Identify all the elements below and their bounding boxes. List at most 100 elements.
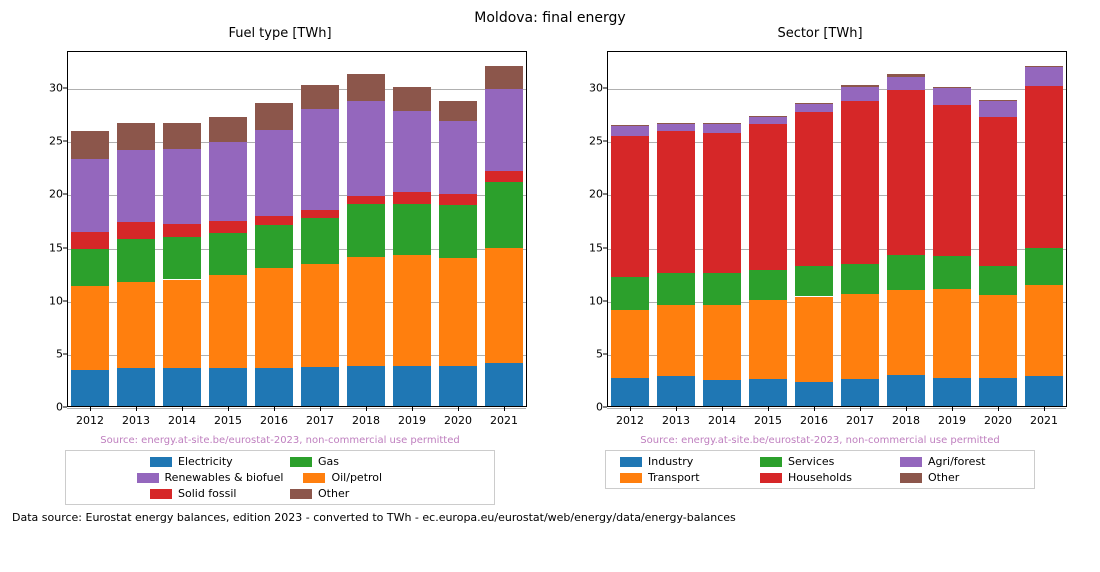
legend-label: Services	[788, 455, 834, 468]
bar-seg-solid-fossil	[347, 196, 385, 205]
bar-seg-other	[393, 87, 431, 110]
bar-seg-transport	[933, 289, 971, 378]
bar-seg-electricity	[347, 366, 385, 407]
legend-item-transport: Transport	[620, 471, 740, 484]
ytick-label: 20	[565, 188, 603, 201]
legend-item-gas: Gas	[290, 455, 410, 468]
xtick-mark	[630, 407, 631, 411]
legend-item-other: Other	[900, 471, 1020, 484]
xtick-mark	[906, 407, 907, 411]
legend-swatch	[760, 473, 782, 483]
xtick-label: 2012	[616, 414, 644, 427]
xtick-mark	[458, 407, 459, 411]
ytick-label: 30	[25, 82, 63, 95]
bar-seg-services	[841, 264, 879, 295]
xtick-label: 2016	[260, 414, 288, 427]
legend-item-services: Services	[760, 455, 880, 468]
xtick-label: 2018	[352, 414, 380, 427]
ytick-label: 15	[565, 241, 603, 254]
xtick-label: 2019	[398, 414, 426, 427]
xtick-mark	[768, 407, 769, 411]
bar-seg-gas	[163, 237, 201, 280]
bar-seg-renewables-biofuel	[117, 150, 155, 222]
legend-label: Industry	[648, 455, 693, 468]
bar-seg-industry	[933, 378, 971, 407]
bar-seg-industry	[611, 378, 649, 407]
bar-seg-industry	[1025, 376, 1063, 407]
chart-area: 0510152025302012201320142015201620172018…	[25, 43, 535, 433]
xtick-mark	[274, 407, 275, 411]
legend-label: Gas	[318, 455, 339, 468]
bar-seg-households	[657, 131, 695, 273]
xtick-mark	[228, 407, 229, 411]
bar-seg-electricity	[393, 366, 431, 407]
ytick-label: 5	[25, 347, 63, 360]
legend-swatch	[290, 489, 312, 499]
bar-seg-other	[703, 123, 741, 124]
bar-seg-oil-petrol	[393, 255, 431, 366]
bar-seg-households	[611, 136, 649, 277]
bar-seg-households	[749, 124, 787, 270]
data-source-footer: Data source: Eurostat energy balances, e…	[0, 505, 1100, 524]
panel-sector: Sector [TWh] 051015202530201220132014201…	[565, 26, 1075, 505]
bar-seg-other	[301, 85, 339, 109]
bar-seg-renewables-biofuel	[209, 142, 247, 221]
bar-seg-households	[703, 133, 741, 273]
bar-seg-oil-petrol	[485, 248, 523, 364]
bar-seg-renewables-biofuel	[71, 159, 109, 231]
bar-seg-other	[163, 123, 201, 149]
bar-seg-services	[749, 270, 787, 300]
bar-seg-electricity	[117, 368, 155, 407]
legend-swatch	[900, 457, 922, 467]
xtick-mark	[1044, 407, 1045, 411]
bar-seg-oil-petrol	[301, 264, 339, 367]
legend: ElectricityGasRenewables & biofuelOil/pe…	[65, 450, 495, 505]
bar-seg-gas	[439, 205, 477, 258]
ytick-label: 20	[25, 188, 63, 201]
bar-seg-renewables-biofuel	[393, 111, 431, 193]
credit-text: Source: energy.at-site.be/eurostat-2023,…	[25, 435, 535, 446]
bar-seg-agri-forest	[933, 88, 971, 105]
xtick-label: 2017	[306, 414, 334, 427]
bar-seg-services	[795, 266, 833, 297]
bar-seg-gas	[255, 225, 293, 268]
bar-seg-agri-forest	[841, 87, 879, 101]
xtick-mark	[412, 407, 413, 411]
bar-seg-industry	[841, 379, 879, 407]
legend: IndustryServicesAgri/forestTransportHous…	[605, 450, 1035, 489]
bar-seg-services	[703, 273, 741, 305]
legend-item-other: Other	[290, 487, 410, 500]
suptitle: Moldova: final energy	[0, 0, 1100, 26]
bar-seg-agri-forest	[611, 126, 649, 136]
bar-seg-electricity	[255, 368, 293, 407]
bar-seg-renewables-biofuel	[163, 149, 201, 224]
bar-seg-agri-forest	[657, 124, 695, 130]
bar-seg-other	[255, 103, 293, 130]
panel-title: Sector [TWh]	[565, 26, 1075, 41]
bar-seg-solid-fossil	[163, 224, 201, 237]
panels-row: Fuel type [TWh] 051015202530201220132014…	[0, 26, 1100, 505]
bar-seg-oil-petrol	[163, 280, 201, 368]
bar-seg-other	[1025, 66, 1063, 67]
bar-seg-other	[117, 123, 155, 150]
bar-seg-solid-fossil	[485, 171, 523, 182]
plot-area	[607, 51, 1067, 407]
bar-seg-other	[71, 131, 109, 160]
bar-seg-transport	[749, 300, 787, 380]
bar-seg-other	[347, 74, 385, 101]
legend-swatch	[760, 457, 782, 467]
bar-seg-services	[933, 256, 971, 289]
bar-seg-electricity	[301, 367, 339, 407]
bar-seg-other	[439, 101, 477, 121]
bar-seg-oil-petrol	[439, 258, 477, 365]
bar-seg-households	[887, 90, 925, 255]
legend-label: Households	[788, 471, 852, 484]
bar-seg-oil-petrol	[117, 282, 155, 368]
xtick-label: 2015	[754, 414, 782, 427]
grid-line	[607, 89, 1066, 90]
bar-seg-other	[795, 103, 833, 104]
legend-item-households: Households	[760, 471, 880, 484]
xtick-label: 2018	[892, 414, 920, 427]
bar-seg-gas	[117, 239, 155, 282]
panel-fuel-type: Fuel type [TWh] 051015202530201220132014…	[25, 26, 535, 505]
